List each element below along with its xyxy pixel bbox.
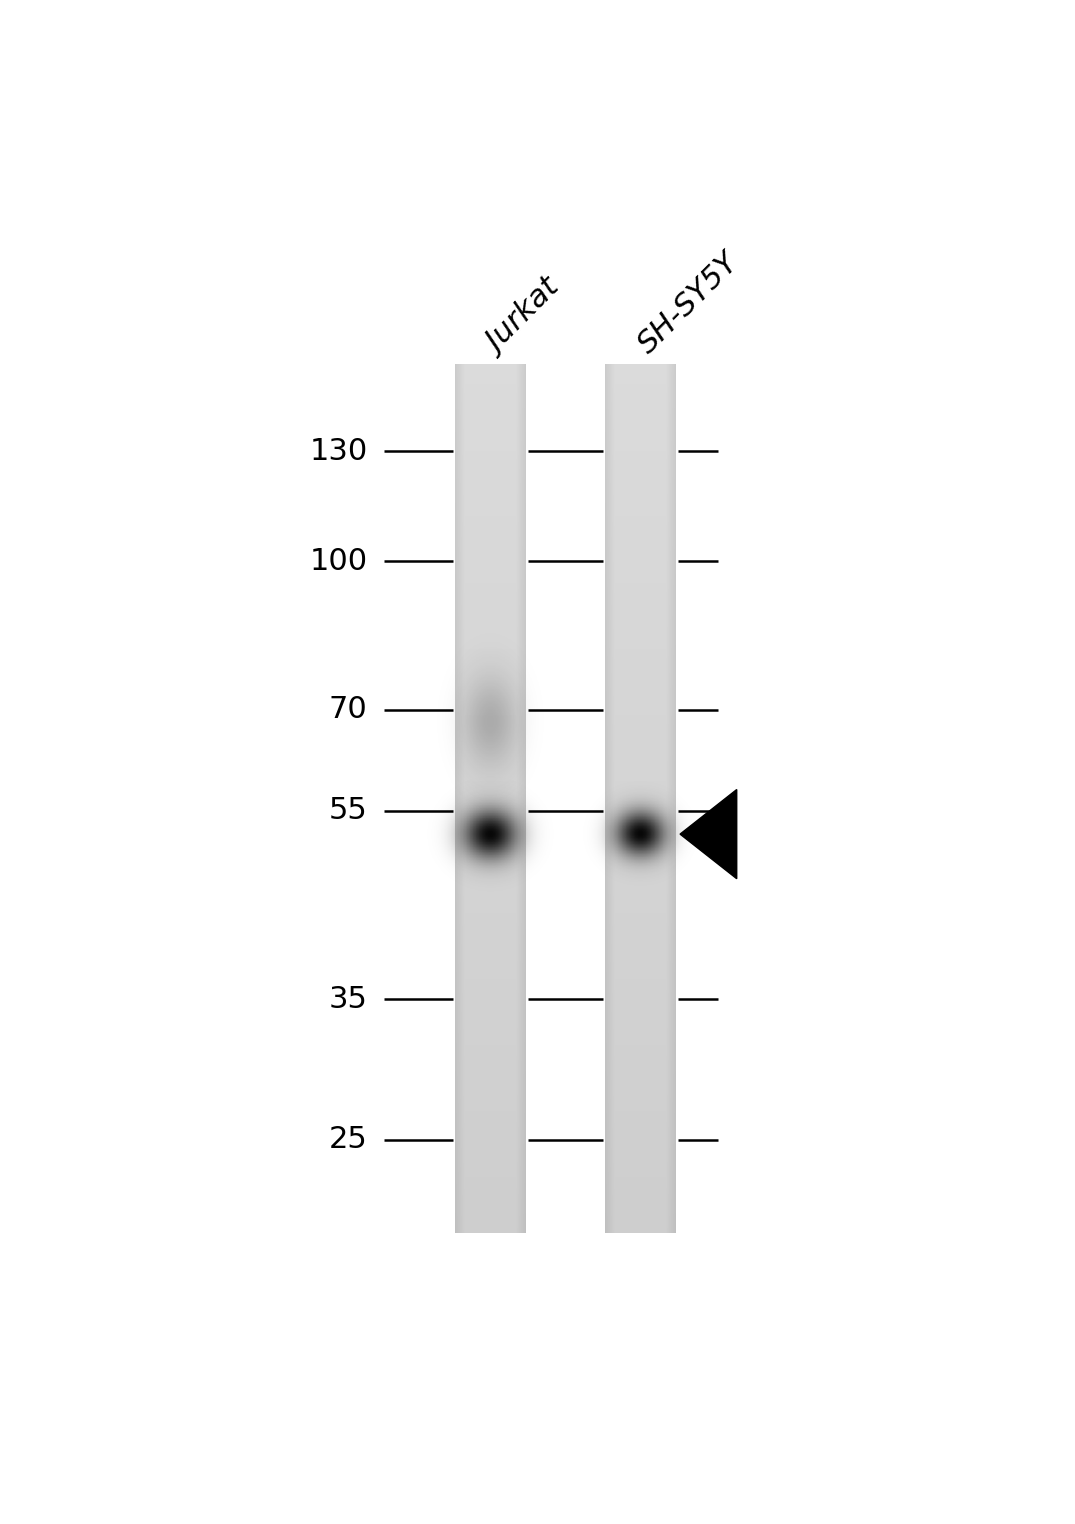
Text: 130: 130 [310,437,368,466]
Polygon shape [680,789,736,879]
Text: 100: 100 [310,547,368,576]
Text: 35: 35 [329,985,368,1013]
Text: SH-SY5Y: SH-SY5Y [632,247,744,360]
Text: 55: 55 [329,796,368,824]
Text: 25: 25 [329,1125,368,1155]
Text: 70: 70 [329,695,368,724]
Text: Jurkat: Jurkat [483,276,565,360]
